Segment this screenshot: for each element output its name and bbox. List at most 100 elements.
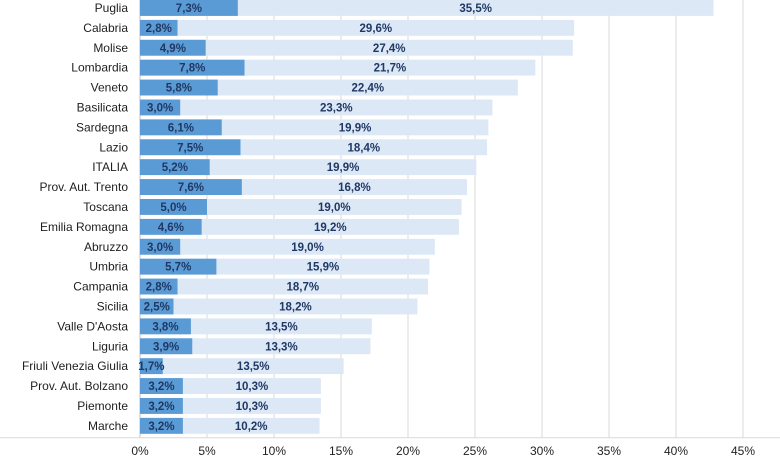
category-label: Sicilia bbox=[97, 299, 129, 313]
category-label: Sardegna bbox=[76, 120, 128, 134]
data-label: 15,9% bbox=[307, 262, 340, 274]
data-label: 18,4% bbox=[347, 142, 380, 154]
bar-total bbox=[140, 39, 573, 56]
x-tick-label: 5% bbox=[198, 444, 216, 458]
data-label: 13,5% bbox=[237, 361, 270, 373]
category-label: Valle D'Aosta bbox=[57, 319, 128, 333]
category-label: Molise bbox=[93, 41, 128, 55]
category-label: Piemonte bbox=[77, 399, 128, 413]
category-label: Toscana bbox=[83, 200, 128, 214]
data-label: 2,8% bbox=[146, 282, 172, 294]
bar-total bbox=[140, 159, 477, 176]
data-label: 19,0% bbox=[318, 202, 351, 214]
bar-segment bbox=[140, 218, 202, 235]
data-label: 3,0% bbox=[147, 102, 173, 114]
bar-segment bbox=[140, 338, 193, 355]
x-tick-label: 25% bbox=[463, 444, 487, 458]
bar-segment bbox=[140, 278, 178, 295]
data-label: 2,8% bbox=[146, 23, 172, 35]
data-label: 7,3% bbox=[176, 3, 202, 15]
data-label: 19,0% bbox=[291, 242, 324, 254]
bar-segment bbox=[140, 39, 206, 56]
bar-total bbox=[140, 238, 435, 255]
data-label: 35,5% bbox=[459, 3, 492, 15]
data-label: 1,7% bbox=[138, 361, 164, 373]
bar-total bbox=[140, 218, 459, 235]
data-label: 29,6% bbox=[360, 23, 393, 35]
x-tick-label: 35% bbox=[597, 444, 621, 458]
x-tick-label: 20% bbox=[396, 444, 420, 458]
data-label: 3,9% bbox=[153, 341, 179, 353]
data-label: 23,3% bbox=[320, 102, 353, 114]
bar-total bbox=[140, 358, 344, 375]
data-label: 5,2% bbox=[162, 162, 188, 174]
bar-segment bbox=[140, 417, 183, 434]
data-label: 3,0% bbox=[147, 242, 173, 254]
data-label: 13,3% bbox=[265, 341, 298, 353]
bar-total bbox=[140, 298, 418, 315]
bar-segment bbox=[140, 199, 207, 215]
x-tick-label: 0% bbox=[131, 444, 149, 458]
data-label: 6,1% bbox=[168, 122, 194, 134]
bar-segment bbox=[140, 0, 238, 16]
data-label: 19,2% bbox=[314, 222, 347, 234]
category-label: Lazio bbox=[99, 140, 128, 154]
x-tick-labels: 0% 5% 10% 15% 20% 25% 30% 35% 40% 45% bbox=[131, 444, 755, 458]
data-label: 7,8% bbox=[179, 63, 205, 75]
category-label: Abruzzo bbox=[84, 240, 128, 254]
x-tick-label: 40% bbox=[664, 444, 688, 458]
bar-segment bbox=[140, 318, 191, 335]
bar-segment bbox=[140, 358, 163, 375]
data-label: 10,3% bbox=[236, 401, 269, 413]
data-label: 10,2% bbox=[235, 421, 268, 433]
x-tick-label: 15% bbox=[329, 444, 353, 458]
data-label: 18,2% bbox=[279, 301, 312, 313]
data-label: 2,5% bbox=[144, 301, 170, 313]
category-label: ITALIA bbox=[92, 160, 128, 174]
bar-segment bbox=[140, 59, 245, 76]
data-label: 19,9% bbox=[327, 162, 360, 174]
category-label: Basilicata bbox=[77, 100, 129, 114]
data-label: 18,7% bbox=[287, 282, 320, 294]
category-labels: Puglia Calabria Molise Lombardia Veneto Basil… bbox=[22, 1, 128, 433]
category-label: Puglia bbox=[95, 1, 129, 15]
bar-segment bbox=[140, 79, 218, 96]
data-label: 4,9% bbox=[160, 43, 186, 55]
data-label: 7,5% bbox=[177, 142, 203, 154]
bar-segment bbox=[140, 139, 241, 156]
bar-total bbox=[140, 417, 320, 434]
data-label: 4,6% bbox=[158, 222, 184, 234]
data-label: 5,0% bbox=[160, 202, 186, 214]
bar-total bbox=[140, 278, 429, 295]
bar-total bbox=[140, 99, 493, 116]
bars bbox=[140, 0, 714, 434]
bar-segment bbox=[140, 119, 222, 136]
bar-segment bbox=[140, 378, 183, 394]
bar-total bbox=[140, 398, 321, 414]
data-label: 13,5% bbox=[265, 321, 298, 333]
data-label: 22,4% bbox=[351, 83, 384, 95]
data-label: 3,2% bbox=[148, 401, 174, 413]
bar-total bbox=[140, 338, 371, 355]
x-tick-label: 45% bbox=[731, 444, 755, 458]
data-label: 3,2% bbox=[148, 421, 174, 433]
category-label: Prov. Aut. Trento bbox=[40, 180, 129, 194]
x-tick-label: 10% bbox=[262, 444, 286, 458]
bar-segment bbox=[140, 398, 183, 414]
category-label: Emilia Romagna bbox=[40, 220, 128, 234]
data-label: 10,3% bbox=[236, 381, 269, 393]
data-label: 5,7% bbox=[165, 262, 191, 274]
bar-total bbox=[140, 199, 462, 215]
category-label: Calabria bbox=[83, 21, 128, 35]
category-label: Lombardia bbox=[71, 61, 128, 75]
value-labels: 7,3% 35,5% 2,8% 29,6% 4,9% 27,4% 7,8% 21,7% 5,8%… bbox=[138, 3, 492, 433]
bar-total bbox=[140, 378, 321, 394]
bar-segment bbox=[140, 179, 242, 195]
bar-total bbox=[140, 119, 489, 136]
category-label: Marche bbox=[88, 419, 128, 433]
bar-total bbox=[140, 0, 714, 16]
data-label: 7,6% bbox=[178, 182, 204, 194]
bar-segment bbox=[140, 99, 181, 116]
category-label: Umbria bbox=[89, 260, 128, 274]
